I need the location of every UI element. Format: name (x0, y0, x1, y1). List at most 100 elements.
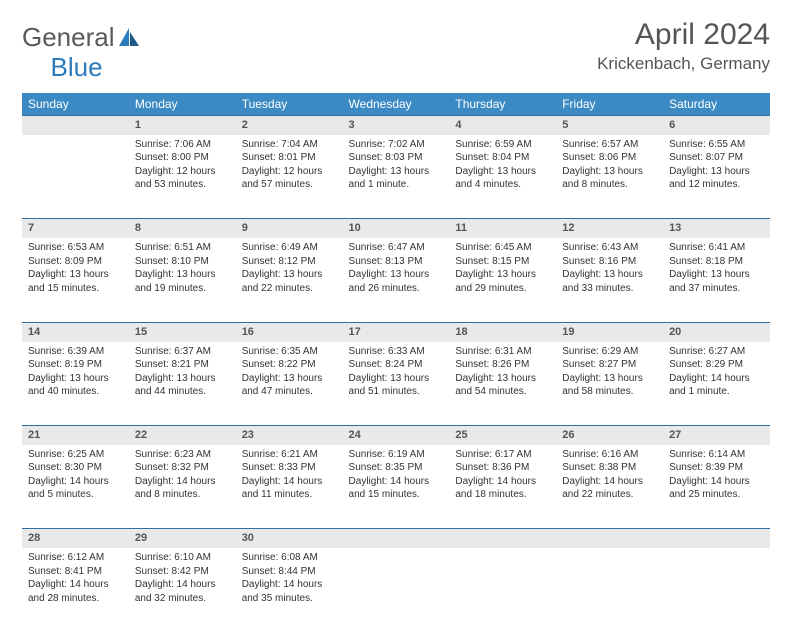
day-number-cell (556, 529, 663, 548)
daylight-line: Daylight: 13 hours and 29 minutes. (455, 268, 550, 295)
day-content-cell: Sunrise: 6:43 AMSunset: 8:16 PMDaylight:… (556, 238, 663, 322)
day-content-cell: Sunrise: 6:49 AMSunset: 8:12 PMDaylight:… (236, 238, 343, 322)
sunset-line: Sunset: 8:16 PM (562, 255, 657, 269)
sunrise-line: Sunrise: 6:35 AM (242, 345, 337, 359)
weekday-header: Tuesday (236, 93, 343, 116)
day-number-cell: 4 (449, 116, 556, 135)
sunset-line: Sunset: 8:35 PM (349, 461, 444, 475)
day-content-cell: Sunrise: 7:02 AMSunset: 8:03 PMDaylight:… (343, 135, 450, 219)
sunset-line: Sunset: 8:26 PM (455, 358, 550, 372)
sunset-line: Sunset: 8:04 PM (455, 151, 550, 165)
sunrise-line: Sunrise: 6:33 AM (349, 345, 444, 359)
day-content-cell: Sunrise: 6:45 AMSunset: 8:15 PMDaylight:… (449, 238, 556, 322)
content-row: Sunrise: 6:25 AMSunset: 8:30 PMDaylight:… (22, 445, 770, 529)
sunrise-line: Sunrise: 6:41 AM (669, 241, 764, 255)
sunrise-line: Sunrise: 6:57 AM (562, 138, 657, 152)
day-content-cell: Sunrise: 6:23 AMSunset: 8:32 PMDaylight:… (129, 445, 236, 529)
daylight-line: Daylight: 13 hours and 37 minutes. (669, 268, 764, 295)
daylight-line: Daylight: 14 hours and 18 minutes. (455, 475, 550, 502)
day-number-cell: 21 (22, 426, 129, 445)
day-content-cell: Sunrise: 6:55 AMSunset: 8:07 PMDaylight:… (663, 135, 770, 219)
day-number-cell: 15 (129, 322, 236, 341)
daylight-line: Daylight: 14 hours and 1 minute. (669, 372, 764, 399)
daylight-line: Daylight: 14 hours and 15 minutes. (349, 475, 444, 502)
sunset-line: Sunset: 8:27 PM (562, 358, 657, 372)
sunrise-line: Sunrise: 7:06 AM (135, 138, 230, 152)
day-number-cell: 22 (129, 426, 236, 445)
sunset-line: Sunset: 8:06 PM (562, 151, 657, 165)
sunrise-line: Sunrise: 6:08 AM (242, 551, 337, 565)
sunrise-line: Sunrise: 6:23 AM (135, 448, 230, 462)
daylight-line: Daylight: 13 hours and 4 minutes. (455, 165, 550, 192)
sunrise-line: Sunrise: 6:31 AM (455, 345, 550, 359)
weekday-header: Monday (129, 93, 236, 116)
day-content-cell: Sunrise: 6:41 AMSunset: 8:18 PMDaylight:… (663, 238, 770, 322)
day-content-cell (449, 548, 556, 632)
day-content-cell: Sunrise: 6:29 AMSunset: 8:27 PMDaylight:… (556, 342, 663, 426)
sunrise-line: Sunrise: 6:39 AM (28, 345, 123, 359)
day-number-cell: 11 (449, 219, 556, 238)
sunrise-line: Sunrise: 6:16 AM (562, 448, 657, 462)
daynum-row: 21222324252627 (22, 426, 770, 445)
day-content-cell: Sunrise: 6:08 AMSunset: 8:44 PMDaylight:… (236, 548, 343, 632)
sunset-line: Sunset: 8:07 PM (669, 151, 764, 165)
day-number-cell: 26 (556, 426, 663, 445)
day-number-cell: 29 (129, 529, 236, 548)
daylight-line: Daylight: 13 hours and 40 minutes. (28, 372, 123, 399)
daylight-line: Daylight: 14 hours and 8 minutes. (135, 475, 230, 502)
daylight-line: Daylight: 13 hours and 44 minutes. (135, 372, 230, 399)
day-number-cell: 17 (343, 322, 450, 341)
sunrise-line: Sunrise: 6:29 AM (562, 345, 657, 359)
sunrise-line: Sunrise: 6:17 AM (455, 448, 550, 462)
day-content-cell: Sunrise: 6:27 AMSunset: 8:29 PMDaylight:… (663, 342, 770, 426)
daylight-line: Daylight: 13 hours and 54 minutes. (455, 372, 550, 399)
daylight-line: Daylight: 14 hours and 25 minutes. (669, 475, 764, 502)
sunset-line: Sunset: 8:24 PM (349, 358, 444, 372)
day-content-cell: Sunrise: 6:12 AMSunset: 8:41 PMDaylight:… (22, 548, 129, 632)
content-row: Sunrise: 6:12 AMSunset: 8:41 PMDaylight:… (22, 548, 770, 632)
sunset-line: Sunset: 8:10 PM (135, 255, 230, 269)
daynum-row: 78910111213 (22, 219, 770, 238)
sunrise-line: Sunrise: 6:47 AM (349, 241, 444, 255)
sunset-line: Sunset: 8:41 PM (28, 565, 123, 579)
day-number-cell: 28 (22, 529, 129, 548)
sunrise-line: Sunrise: 6:43 AM (562, 241, 657, 255)
day-number-cell: 19 (556, 322, 663, 341)
day-number-cell: 8 (129, 219, 236, 238)
logo-text-2: Blue (51, 52, 103, 83)
day-content-cell: Sunrise: 6:51 AMSunset: 8:10 PMDaylight:… (129, 238, 236, 322)
daylight-line: Daylight: 14 hours and 35 minutes. (242, 578, 337, 605)
sunset-line: Sunset: 8:38 PM (562, 461, 657, 475)
daylight-line: Daylight: 12 hours and 57 minutes. (242, 165, 337, 192)
weekday-header: Saturday (663, 93, 770, 116)
content-row: Sunrise: 7:06 AMSunset: 8:00 PMDaylight:… (22, 135, 770, 219)
logo-text-1: General (22, 22, 115, 53)
daylight-line: Daylight: 13 hours and 26 minutes. (349, 268, 444, 295)
daylight-line: Daylight: 14 hours and 32 minutes. (135, 578, 230, 605)
daylight-line: Daylight: 13 hours and 12 minutes. (669, 165, 764, 192)
day-number-cell: 1 (129, 116, 236, 135)
sunset-line: Sunset: 8:12 PM (242, 255, 337, 269)
sunrise-line: Sunrise: 6:27 AM (669, 345, 764, 359)
daynum-row: 123456 (22, 116, 770, 135)
day-content-cell: Sunrise: 6:17 AMSunset: 8:36 PMDaylight:… (449, 445, 556, 529)
sunrise-line: Sunrise: 7:04 AM (242, 138, 337, 152)
sunset-line: Sunset: 8:30 PM (28, 461, 123, 475)
day-number-cell: 6 (663, 116, 770, 135)
daylight-line: Daylight: 13 hours and 15 minutes. (28, 268, 123, 295)
sunrise-line: Sunrise: 6:21 AM (242, 448, 337, 462)
content-row: Sunrise: 6:39 AMSunset: 8:19 PMDaylight:… (22, 342, 770, 426)
day-number-cell: 24 (343, 426, 450, 445)
day-number-cell (663, 529, 770, 548)
content-row: Sunrise: 6:53 AMSunset: 8:09 PMDaylight:… (22, 238, 770, 322)
daylight-line: Daylight: 14 hours and 5 minutes. (28, 475, 123, 502)
day-content-cell: Sunrise: 6:25 AMSunset: 8:30 PMDaylight:… (22, 445, 129, 529)
day-number-cell: 23 (236, 426, 343, 445)
day-number-cell: 9 (236, 219, 343, 238)
day-number-cell: 25 (449, 426, 556, 445)
sunrise-line: Sunrise: 6:53 AM (28, 241, 123, 255)
day-content-cell: Sunrise: 6:37 AMSunset: 8:21 PMDaylight:… (129, 342, 236, 426)
logo: General (22, 22, 141, 53)
sunset-line: Sunset: 8:36 PM (455, 461, 550, 475)
sunrise-line: Sunrise: 6:19 AM (349, 448, 444, 462)
